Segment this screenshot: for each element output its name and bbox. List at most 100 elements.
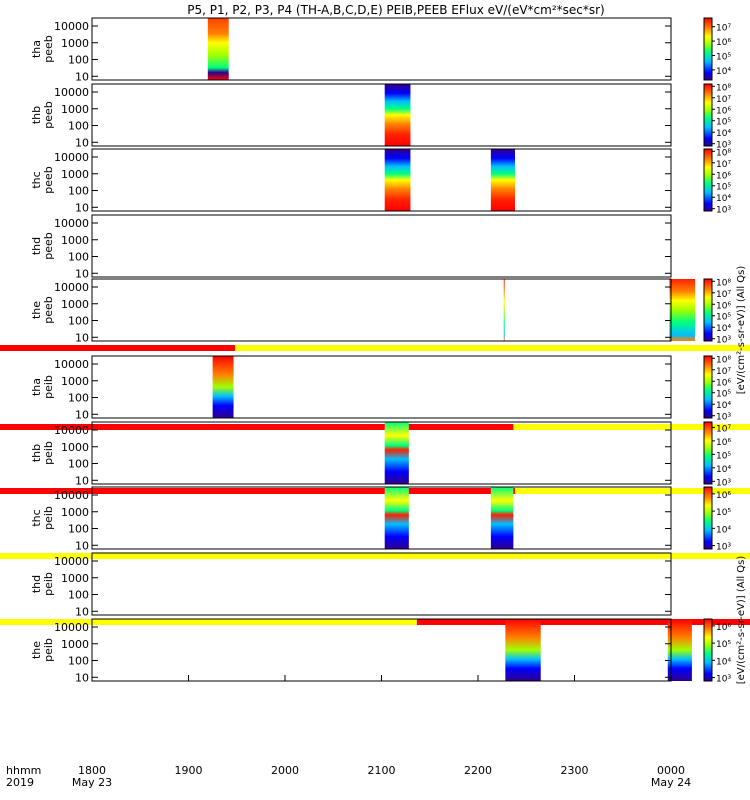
mode-bar-segment bbox=[513, 424, 750, 430]
spectrogram-burst bbox=[384, 422, 409, 484]
time-axis: hhmm 2019 May 23 May 24 1800 1900 2000 2100… bbox=[6, 675, 691, 789]
colorbar-tick-label: 10³ bbox=[716, 336, 731, 346]
y-tick-label: 1000 bbox=[61, 375, 89, 388]
y-tick-label: 100 bbox=[68, 251, 89, 264]
panel-frame bbox=[91, 618, 672, 682]
y-tick-label: 1000 bbox=[61, 506, 89, 519]
colorbar-tick-label: 10⁷ bbox=[716, 290, 731, 300]
spectrogram-burst bbox=[384, 84, 411, 146]
colorbar-tick-label: 10⁷ bbox=[716, 160, 731, 170]
y-tick-label: 10 bbox=[75, 136, 89, 149]
panel-thd-peeb: 10 100 1000 10000 thd peeb bbox=[30, 214, 672, 280]
panel-thc-peib: 10 100 1000 10000 thc peib 10⁶ 10⁵ 10⁴ 10³ bbox=[0, 486, 750, 559]
mode-bar-segment bbox=[416, 619, 750, 625]
y-tick-label: 100 bbox=[68, 54, 89, 67]
chart-title: P5, P1, P2, P3, P4 (TH-A,B,C,D,E) PEIB,P… bbox=[187, 3, 604, 17]
mode-bar-segment bbox=[0, 345, 236, 351]
colorbar-tick-label: 10⁶ bbox=[716, 301, 731, 311]
panel-label-instrument: peib bbox=[42, 572, 55, 596]
colorbar bbox=[703, 486, 713, 550]
colorbar-tick-label: 10⁵ bbox=[716, 118, 731, 128]
colorbar-tick-label: 10⁷ bbox=[716, 24, 731, 34]
colorbar-tick-label: 10⁷ bbox=[716, 367, 731, 377]
panel-label-instrument: peeb bbox=[42, 35, 55, 63]
y-tick-label: 100 bbox=[68, 392, 89, 405]
colorbar bbox=[703, 278, 713, 342]
y-tick-label: 100 bbox=[68, 458, 89, 471]
colorbar bbox=[703, 421, 713, 485]
spectrogram-burst bbox=[384, 487, 409, 549]
colorbar-tick-label: 10⁸ bbox=[716, 355, 731, 365]
colorbar-tick-label: 10⁶ bbox=[716, 106, 731, 116]
panel-label-probe: tha bbox=[30, 40, 43, 58]
date-label-start: May 23 bbox=[72, 776, 112, 789]
spectrogram-burst bbox=[207, 18, 229, 80]
y-tick-label: 10 bbox=[75, 331, 89, 344]
colorbar-tick-label: 10⁶ bbox=[716, 491, 731, 501]
panel-label-probe: thb bbox=[30, 106, 43, 124]
y-tick-label: 10 bbox=[75, 539, 89, 552]
y-tick-label: 1000 bbox=[61, 103, 89, 116]
panel-label-instrument: peib bbox=[42, 375, 55, 399]
colorbar-tick-label: 10⁴ bbox=[716, 67, 731, 77]
x-tick-label: 2300 bbox=[561, 764, 589, 777]
mode-bar-segment bbox=[0, 488, 515, 494]
panel-thd-peib: 10 100 1000 10000 thd peib bbox=[0, 552, 750, 625]
panel-tha-peeb: 10 100 1000 10000 tha peeb 10⁷ 10⁶ 10⁵ 10⁴ bbox=[30, 17, 731, 83]
colorbar bbox=[703, 618, 713, 682]
y-tick-label: 10000 bbox=[54, 151, 89, 164]
colorbar-tick-label: 10³ bbox=[716, 413, 731, 423]
date-label-end: May 24 bbox=[651, 776, 691, 789]
panel-the-peib: 10 100 1000 10000 the peib 10⁶ 10⁵ 10⁴ 10³ bbox=[30, 618, 731, 685]
colorbar-tick-label: 10⁵ bbox=[716, 390, 731, 400]
panel-label-instrument: peeb bbox=[42, 232, 55, 260]
colorbar bbox=[703, 17, 713, 81]
spectrogram-burst bbox=[490, 149, 515, 211]
y-tick-label: 1000 bbox=[61, 234, 89, 247]
colorbar-tick-label: 10⁶ bbox=[716, 38, 731, 48]
colorbar-tick-label: 10⁸ bbox=[716, 278, 731, 288]
x-tick-label: 2100 bbox=[368, 764, 396, 777]
mode-bar-segment bbox=[0, 553, 750, 559]
panel-frame bbox=[91, 355, 672, 419]
colorbar-tick-label: 10⁵ bbox=[716, 313, 731, 323]
y-tick-label: 10 bbox=[75, 70, 89, 83]
mode-bar-segment bbox=[0, 424, 514, 430]
colorbar-tick-label: 10⁴ bbox=[716, 194, 731, 204]
y-tick-label: 10000 bbox=[54, 489, 89, 502]
panel-label-probe: thc bbox=[30, 509, 43, 526]
y-tick-label: 100 bbox=[68, 315, 89, 328]
x-tick-label: 2200 bbox=[464, 764, 492, 777]
colorbar-tick-label: 10⁴ bbox=[716, 525, 731, 535]
panel-label-instrument: peeb bbox=[42, 101, 55, 129]
panel-label-instrument: peib bbox=[42, 638, 55, 662]
colorbar-tick-label: 10⁴ bbox=[716, 465, 731, 475]
y-tick-label: 10000 bbox=[54, 424, 89, 437]
y-tick-label: 10 bbox=[75, 201, 89, 214]
y-tick-label: 10 bbox=[75, 605, 89, 618]
panel-frame bbox=[91, 214, 672, 278]
y-tick-label: 1000 bbox=[61, 298, 89, 311]
spectrogram-burst bbox=[490, 487, 514, 549]
y-tick-label: 100 bbox=[68, 589, 89, 602]
colorbar-units-ion: [eV/(cm²-s-sr-eV)] (All Qs) bbox=[736, 556, 747, 685]
colorbar-tick-label: 10⁵ bbox=[716, 508, 731, 518]
mode-bar-segment bbox=[235, 345, 750, 351]
panel-label-instrument: peib bbox=[42, 506, 55, 530]
panel-frame bbox=[91, 83, 672, 147]
spectrogram-burst bbox=[503, 279, 505, 341]
panel-label-probe: thd bbox=[30, 575, 43, 593]
mode-bar-segment bbox=[0, 619, 417, 625]
y-tick-label: 10000 bbox=[54, 621, 89, 634]
colorbar bbox=[703, 83, 713, 147]
time-axis-label-year: 2019 bbox=[6, 776, 34, 789]
colorbar-tick-label: 10³ bbox=[716, 206, 731, 216]
spectrogram-burst bbox=[669, 279, 696, 341]
y-tick-label: 1000 bbox=[61, 37, 89, 50]
colorbar-tick-label: 10³ bbox=[716, 478, 731, 488]
panel-frame bbox=[91, 552, 672, 616]
spectrogram-burst bbox=[212, 356, 234, 418]
y-tick-label: 1000 bbox=[61, 168, 89, 181]
